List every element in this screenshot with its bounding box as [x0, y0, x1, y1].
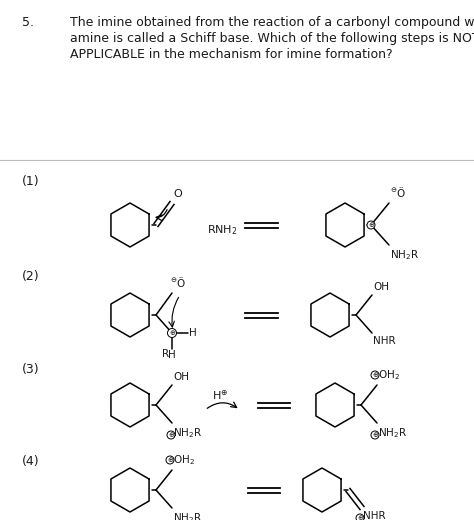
Text: $^{\ominus}$Ö: $^{\ominus}$Ö: [170, 275, 186, 289]
Text: ⊕: ⊕: [357, 515, 363, 520]
Text: NHR: NHR: [373, 336, 396, 346]
Circle shape: [367, 221, 375, 229]
Text: O: O: [173, 189, 182, 199]
Text: OH$_2$: OH$_2$: [378, 368, 400, 382]
Text: OH: OH: [173, 372, 189, 382]
Text: H: H: [168, 350, 176, 360]
Circle shape: [356, 514, 364, 520]
Circle shape: [371, 431, 379, 439]
Text: NH$_2$R: NH$_2$R: [173, 426, 202, 440]
Text: (3): (3): [22, 363, 40, 376]
Text: H: H: [189, 328, 197, 338]
Text: 5.: 5.: [22, 16, 34, 29]
Text: ⊕: ⊕: [168, 432, 174, 438]
Text: NH$_2$R: NH$_2$R: [378, 426, 407, 440]
Text: H$^{\oplus}$: H$^{\oplus}$: [212, 388, 228, 401]
Text: NHR: NHR: [363, 511, 386, 520]
Circle shape: [167, 431, 175, 439]
Circle shape: [371, 371, 379, 379]
Text: ⊕: ⊕: [368, 222, 374, 228]
Text: ⊕: ⊕: [167, 457, 173, 463]
Text: ⊕: ⊕: [372, 372, 378, 378]
Text: ⊕: ⊕: [372, 432, 378, 438]
Text: APPLICABLE in the mechanism for imine formation?: APPLICABLE in the mechanism for imine fo…: [70, 48, 392, 61]
Text: (1): (1): [22, 175, 40, 188]
Text: R: R: [163, 349, 170, 359]
Circle shape: [166, 456, 174, 464]
Text: (4): (4): [22, 455, 40, 468]
Text: $^{\ominus}$Ö: $^{\ominus}$Ö: [390, 185, 406, 199]
Text: NH$_2$R: NH$_2$R: [390, 248, 419, 262]
Circle shape: [167, 329, 176, 337]
Text: (2): (2): [22, 270, 40, 283]
Text: OH: OH: [373, 282, 389, 292]
Text: NH$_2$R: NH$_2$R: [173, 511, 202, 520]
Text: OH$_2$: OH$_2$: [173, 453, 195, 467]
Text: RNH$_2$: RNH$_2$: [207, 223, 237, 237]
Text: ⊕: ⊕: [169, 330, 175, 336]
Text: amine is called a Schiff base. Which of the following steps is NOT: amine is called a Schiff base. Which of …: [70, 32, 474, 45]
Text: The imine obtained from the reaction of a carbonyl compound with a primary: The imine obtained from the reaction of …: [70, 16, 474, 29]
